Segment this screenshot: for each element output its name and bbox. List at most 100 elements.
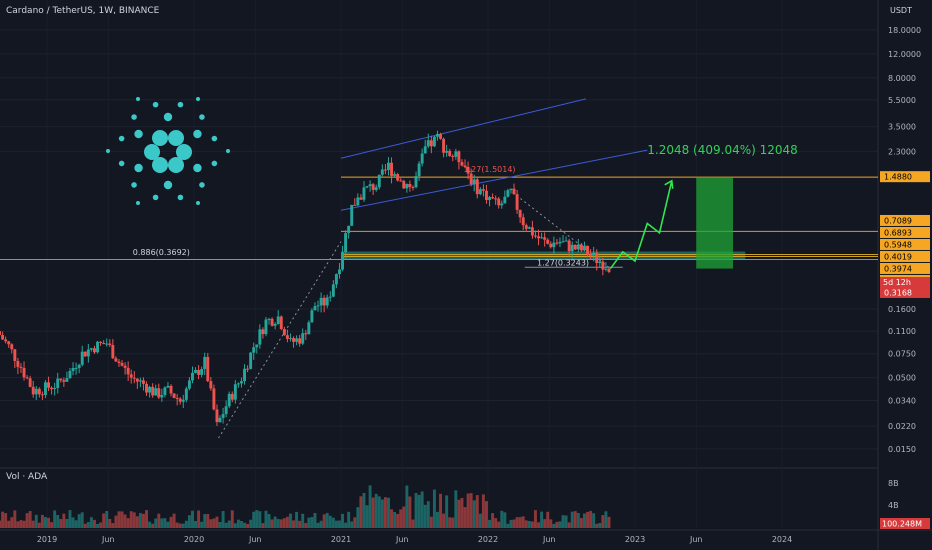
candle-body	[460, 162, 464, 166]
volume-bar	[178, 523, 182, 528]
volume-bar	[181, 523, 185, 528]
volume-bar	[509, 519, 513, 528]
volume-bar	[295, 511, 299, 528]
candle-body	[478, 189, 482, 195]
candle-body	[466, 166, 470, 174]
volume-bar	[341, 513, 344, 528]
volume-bar	[56, 515, 60, 528]
volume-label: Vol · ADA	[6, 472, 48, 482]
volume-bar	[184, 520, 188, 528]
candle-body	[120, 362, 124, 366]
candle-body	[194, 369, 197, 373]
volume-bar	[0, 520, 1, 528]
candle-body	[353, 204, 357, 206]
volume-bar	[74, 520, 78, 528]
candle-body	[289, 338, 292, 340]
volume-bar	[62, 513, 66, 528]
candle-body	[258, 329, 262, 345]
price-label-tag	[880, 250, 930, 262]
candle-body	[105, 343, 109, 345]
candle-body	[166, 385, 170, 388]
logo-dot	[118, 160, 125, 167]
price-label-tag	[880, 226, 930, 238]
candle-body	[99, 341, 103, 344]
volume-bar	[59, 518, 63, 528]
volume-bar	[111, 523, 115, 528]
candle-body	[429, 140, 433, 147]
volume-bar	[396, 513, 400, 528]
volume-bar	[552, 523, 556, 528]
candle-body	[16, 360, 20, 367]
candle-body	[368, 184, 372, 187]
volume-bar	[393, 511, 397, 528]
candle-body	[215, 409, 219, 423]
logo-dot	[136, 200, 140, 205]
candle-body	[387, 162, 390, 170]
volume-bar	[25, 513, 29, 528]
volume-bar	[218, 522, 222, 528]
candle-body	[445, 150, 449, 153]
candle-body	[527, 227, 531, 229]
candle-body	[74, 367, 78, 369]
volume-bar	[31, 520, 35, 528]
volume-bar	[491, 513, 495, 528]
price-tick-label: 0.1600	[888, 305, 916, 314]
candle-body	[344, 233, 348, 253]
candle-body	[0, 331, 1, 336]
volume-bar	[96, 523, 99, 528]
logo-dot	[168, 130, 184, 146]
time-tick-label: Jun	[248, 535, 262, 544]
volume-bar	[530, 521, 534, 528]
candle-body	[589, 254, 593, 256]
time-tick-label: Jun	[395, 535, 409, 544]
candle-body	[227, 393, 231, 407]
candle-body	[148, 386, 152, 393]
volume-bar	[151, 523, 155, 528]
candle-body	[108, 343, 112, 345]
candle-body	[197, 369, 201, 375]
volume-bar	[209, 519, 213, 528]
candle-body	[515, 194, 519, 210]
volume-bar	[362, 492, 366, 528]
price-label-text: 0.4019	[884, 252, 912, 261]
volume-bar	[212, 518, 216, 528]
annotation-label: 1.27(1.5014)	[464, 165, 516, 174]
volume-bar	[494, 518, 498, 528]
candle-body	[586, 245, 589, 255]
logo-dot	[199, 182, 205, 188]
volume-bar	[194, 521, 197, 528]
candle-body	[114, 358, 118, 362]
candle-body	[469, 173, 473, 185]
volume-bar	[540, 511, 544, 528]
candle-body	[442, 138, 446, 153]
volume-bar	[313, 512, 317, 528]
volume-bar	[289, 513, 292, 528]
volume-bar	[399, 509, 403, 528]
candle-body	[255, 344, 259, 348]
volume-bar	[457, 499, 461, 528]
candle-body	[191, 372, 194, 381]
logo-dot	[193, 163, 202, 173]
candle-body	[423, 146, 427, 154]
candle-body	[47, 382, 50, 388]
volume-bar	[561, 515, 565, 528]
price-label-tag	[880, 171, 930, 183]
volume-bar	[292, 520, 295, 528]
candle-body	[316, 305, 320, 307]
volume-bar	[285, 516, 289, 528]
logo-dot	[196, 97, 200, 102]
candle-body	[374, 187, 378, 190]
volume-bar	[524, 520, 528, 528]
candle-body	[44, 382, 47, 395]
price-tick-label: 0.1100	[888, 327, 916, 336]
candle-body	[203, 356, 207, 370]
volume-bar	[22, 520, 26, 528]
volume-bar	[249, 519, 253, 528]
volume-bar	[227, 520, 231, 528]
candle-body	[390, 162, 393, 176]
volume-bar	[448, 517, 452, 528]
candle-body	[362, 187, 366, 200]
candle-body	[601, 261, 605, 270]
fib-extension-line	[218, 241, 342, 439]
